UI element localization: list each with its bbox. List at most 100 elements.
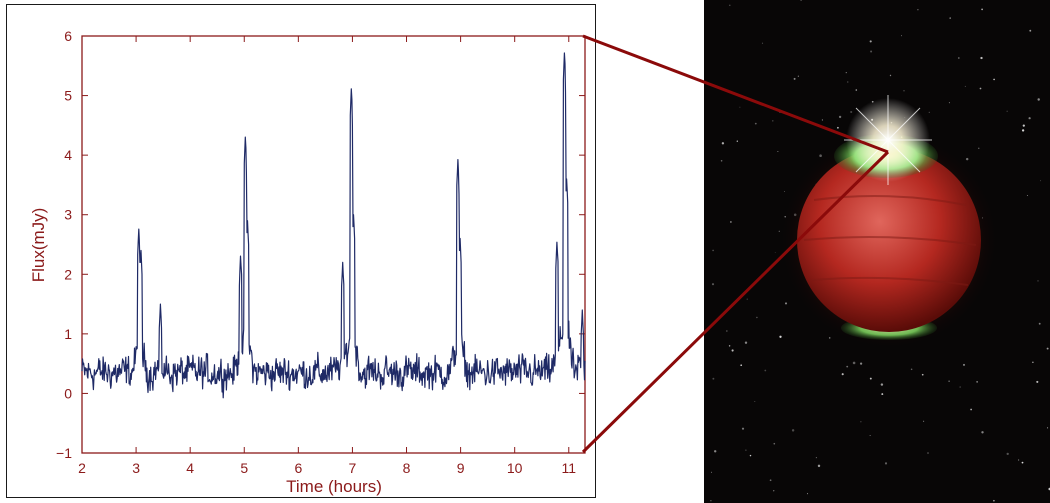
star (870, 50, 873, 53)
star (711, 283, 715, 286)
y-tick-label: 6 (64, 28, 72, 44)
star (1038, 322, 1041, 325)
x-tick-label: 7 (349, 460, 357, 476)
star (855, 89, 858, 91)
star (948, 102, 950, 104)
star (1032, 361, 1034, 363)
star (979, 87, 982, 90)
star (921, 373, 924, 376)
star (793, 77, 796, 80)
star (807, 493, 809, 495)
star (981, 431, 984, 434)
star (764, 369, 767, 372)
star (993, 78, 995, 81)
y-tick-label: 2 (64, 266, 72, 282)
star (910, 368, 913, 371)
x-tick-label: 2 (78, 460, 86, 476)
star (845, 72, 847, 74)
star (740, 364, 743, 367)
y-axis-label: Flux(mJy) (29, 208, 48, 283)
star (741, 427, 745, 430)
star (769, 479, 772, 482)
flare-rays (844, 95, 932, 185)
star (1021, 129, 1025, 132)
star (860, 421, 862, 423)
star (1021, 461, 1024, 464)
star (1026, 195, 1028, 196)
star (712, 377, 715, 380)
star (1036, 380, 1039, 383)
y-tick-label: 1 (64, 326, 72, 342)
star (710, 500, 712, 502)
star (712, 249, 714, 252)
star (779, 335, 782, 338)
star (817, 464, 821, 468)
star (731, 349, 734, 352)
star (1006, 110, 1008, 112)
y-tick-label: 0 (64, 385, 72, 401)
y-tick-label: 5 (64, 88, 72, 104)
star (869, 40, 872, 43)
star (1047, 427, 1049, 429)
star (749, 454, 752, 457)
star (923, 420, 925, 422)
star (976, 381, 978, 383)
star (772, 120, 774, 122)
y-axis-ticks: −1 0 1 2 3 4 5 6 (56, 28, 585, 461)
star (784, 302, 788, 305)
x-tick-label: 9 (457, 460, 465, 476)
chart-panel: 2 3 4 5 6 7 8 9 10 11 −1 0 1 2 3 4 5 6 Time (hours) Flux… (6, 4, 596, 498)
star (970, 408, 972, 411)
star (889, 74, 892, 77)
star (720, 160, 723, 162)
star (729, 4, 731, 7)
star (779, 111, 781, 114)
star (850, 110, 853, 114)
star (774, 252, 776, 254)
star (756, 316, 758, 319)
star (821, 119, 823, 121)
star (1037, 280, 1039, 282)
flux-chart: 2 3 4 5 6 7 8 9 10 11 −1 0 1 2 3 4 5 6 Time (hours) Flux… (29, 28, 586, 496)
star (948, 380, 950, 382)
y-tick-label: 3 (64, 207, 72, 223)
flux-series-line (81, 52, 586, 399)
star (884, 462, 888, 465)
star (981, 8, 983, 11)
plot-area (81, 35, 586, 454)
star (710, 471, 713, 473)
star (993, 499, 995, 502)
star (978, 147, 980, 149)
star (1018, 459, 1020, 461)
star (841, 373, 844, 376)
star (928, 111, 930, 114)
star (964, 85, 966, 87)
x-tick-label: 8 (403, 460, 411, 476)
x-tick-label: 4 (186, 460, 194, 476)
star (745, 449, 747, 451)
star (714, 450, 717, 453)
star (959, 386, 961, 388)
star (754, 401, 756, 402)
star (980, 56, 983, 60)
star (726, 330, 728, 332)
star (927, 452, 929, 454)
x-tick-label: 11 (562, 460, 577, 476)
star (730, 221, 732, 223)
star (869, 377, 872, 380)
star (903, 90, 905, 92)
star (721, 142, 725, 145)
x-tick-label: 5 (240, 460, 248, 476)
y-tick-label: −1 (56, 445, 72, 461)
brown-dwarf-illustration (704, 0, 1050, 503)
star (880, 383, 884, 386)
star (791, 429, 795, 432)
star (962, 363, 966, 366)
star (736, 140, 738, 142)
star (1028, 117, 1031, 120)
x-tick-label: 6 (294, 460, 302, 476)
star (900, 35, 902, 37)
star (957, 57, 960, 59)
star (739, 106, 741, 108)
star (828, 337, 831, 339)
